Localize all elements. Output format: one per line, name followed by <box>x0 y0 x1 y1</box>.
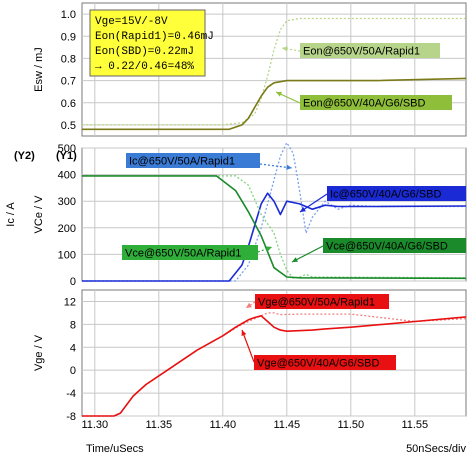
info-box-line: Vge=15V/-8V <box>95 16 168 28</box>
callout-arrowhead <box>241 330 247 336</box>
x-tick-label: 11.30 <box>81 419 108 431</box>
y-tick-label: 4 <box>70 342 76 354</box>
y-tick-label: 0 <box>70 276 76 288</box>
series-label: Vge@650V/50A/Rapid1 <box>258 297 375 309</box>
series-label: Ic@650V/40A/G6/SBD <box>330 189 442 201</box>
y-tick-label: 8 <box>70 319 76 331</box>
y-tick-label: 12 <box>64 296 76 308</box>
callout-background <box>300 43 440 58</box>
series-label: Vce@650V/50A/Rapid1 <box>125 248 241 260</box>
y1-axis-marker: (Y1) <box>56 150 77 162</box>
y1-axis-label: VCe / V <box>33 195 45 234</box>
callout-ic-rapid1: Ic@650V/50A/Rapid1 <box>126 153 293 170</box>
y-tick-label: 0.6 <box>61 98 76 110</box>
callout-leader <box>241 329 255 363</box>
y2-axis-label: Ic / A <box>5 202 17 227</box>
callout-leader <box>281 47 301 52</box>
series-line-eon-650v-50a-rapid1 <box>82 17 466 126</box>
y2-axis-marker: (Y2) <box>14 150 35 162</box>
y-tick-label: 0.8 <box>61 53 76 65</box>
callout-arrowhead <box>292 257 298 262</box>
y-tick-label: 500 <box>58 143 76 155</box>
series-label: Vge@650V/40A/G6/SBD <box>257 358 380 370</box>
series-line-vce-650v-50a-rapid1 <box>82 175 467 279</box>
y-tick-label: 1.0 <box>61 9 76 21</box>
series-label: Vce@650V/40A/G6/SBD <box>326 241 448 253</box>
callout-arrowhead <box>266 246 272 252</box>
y-tick-label: 400 <box>58 170 76 182</box>
callout-ic-sbd: Ic@650V/40A/G6/SBD <box>299 186 466 213</box>
callout-arrowhead <box>286 164 292 170</box>
callout-background <box>254 355 396 370</box>
y-tick-label: 0 <box>70 365 76 377</box>
info-box: Vge=15V/-8V Eon(Rapid1)=0.46mJ Eon(SBD)=0.… <box>89 9 214 77</box>
x-tick-label: 11.40 <box>209 419 236 431</box>
y-tick-label: 0.7 <box>61 76 76 88</box>
series-line-vce-650v-40a-g6-sbd <box>82 175 467 280</box>
callout-background <box>323 238 466 253</box>
callout-background <box>126 153 260 168</box>
y-tick-label: 200 <box>58 223 76 235</box>
y-tick-label: -8 <box>66 411 76 423</box>
callout-arrowhead <box>276 91 282 97</box>
series-label: Eon@650V/40A/G6/SBD <box>303 98 426 110</box>
series-line-vge-650v-40a-g6-sbd <box>82 314 467 417</box>
x-tick-label: 11.50 <box>337 419 364 431</box>
callout-vce-sbd: Vce@650V/40A/G6/SBD <box>291 238 466 263</box>
callout-leader <box>259 163 293 169</box>
callout-background <box>300 95 452 110</box>
y-axis-label: Vge / V <box>33 334 45 371</box>
series-line-eon-650v-40a-g6-sbd <box>82 77 467 131</box>
x-tick-label: 11.55 <box>401 419 428 431</box>
y-tick-label: 0.5 <box>61 120 76 132</box>
callout-background <box>327 186 466 201</box>
y-tick-label: -4 <box>66 388 76 400</box>
x-tick-label: 11.45 <box>273 419 300 431</box>
x-tick-label: 11.35 <box>145 419 172 431</box>
callout-vge-rapid1: Vge@650V/50A/Rapid1 <box>245 294 389 309</box>
callout-arrowhead <box>282 46 288 52</box>
info-box-line: Eon(SBD)=0.22mJ <box>95 46 194 58</box>
callout-background <box>122 245 258 260</box>
info-box-line: → 0.22/0.46=48% <box>95 61 194 73</box>
callout-arrowhead <box>246 302 252 308</box>
info-box-line: Eon(Rapid1)=0.46mJ <box>95 31 214 43</box>
callout-eon-sbd: Eon@650V/40A/G6/SBD <box>275 91 452 110</box>
series-label: Eon@650V/50A/Rapid1 <box>303 46 420 58</box>
callout-arrowhead <box>300 206 306 212</box>
callout-leader <box>291 245 324 263</box>
callout-leader <box>299 193 328 213</box>
series-label: Ic@650V/50A/Rapid1 <box>129 156 235 168</box>
callout-eon-rapid1: Eon@650V/50A/Rapid1 <box>281 43 440 58</box>
time-scale-note: 50nSecs/div <box>406 443 466 455</box>
plot-area-2 <box>81 289 467 417</box>
y-tick-label: 100 <box>58 249 76 261</box>
y-tick-label: 300 <box>58 196 76 208</box>
callout-background <box>255 294 389 309</box>
callout-vge-sbd: Vge@650V/40A/G6/SBD <box>241 329 396 370</box>
y-axis-label: Esw / mJ <box>33 47 45 92</box>
y-tick-label: 0.9 <box>61 31 76 43</box>
callout-vce-rapid1: Vce@650V/50A/Rapid1 <box>122 245 273 260</box>
info-box-background <box>89 9 206 77</box>
x-axis-label: Time/uSecs <box>86 443 144 455</box>
